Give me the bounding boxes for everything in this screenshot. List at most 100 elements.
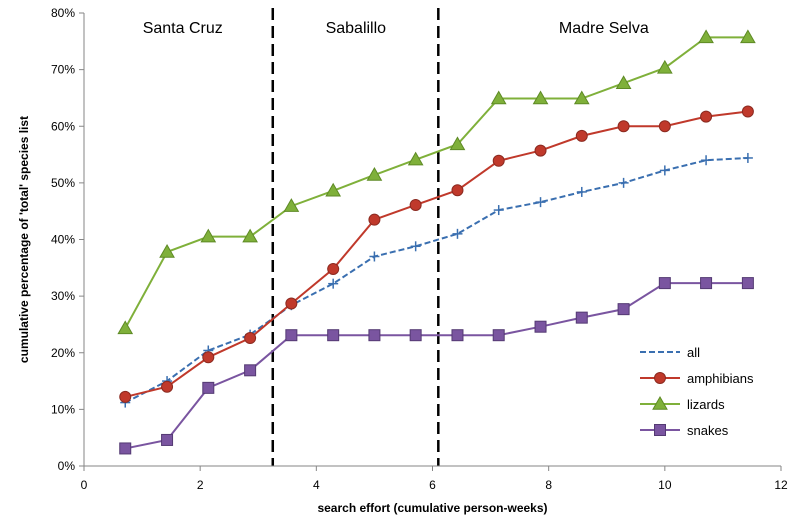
- y-tick-label: 80%: [51, 6, 75, 20]
- data-point-snakes: [575, 311, 588, 324]
- data-point-amphibians: [368, 213, 381, 226]
- series-lizards: [117, 29, 756, 335]
- data-point-snakes: [409, 329, 422, 342]
- x-tick-label: 0: [81, 478, 88, 492]
- region-label: Sabalillo: [326, 20, 387, 37]
- data-point-amphibians: [658, 120, 671, 133]
- data-point-lizards: [242, 228, 258, 243]
- x-tick-label: 2: [197, 478, 204, 492]
- x-tick-label: 12: [774, 478, 788, 492]
- data-point-lizards: [490, 90, 507, 105]
- y-tick-label: 10%: [51, 402, 75, 416]
- data-point-lizards: [200, 228, 217, 243]
- data-point-amphibians: [617, 120, 630, 133]
- data-point-amphibians: [244, 332, 257, 345]
- data-point-all: [701, 155, 712, 166]
- legend-item-snakes: snakes: [640, 423, 729, 438]
- data-point-lizards: [325, 182, 342, 197]
- data-point-all: [535, 197, 546, 208]
- x-tick-label: 8: [545, 478, 552, 492]
- legend-label-lizards: lizards: [687, 397, 725, 412]
- legend-marker-lizards: [652, 395, 668, 410]
- data-point-snakes: [244, 364, 257, 377]
- data-point-lizards: [615, 75, 632, 89]
- region-label: Santa Cruz: [143, 20, 223, 37]
- data-point-amphibians: [451, 184, 464, 197]
- y-tick-label: 70%: [51, 63, 75, 77]
- legend-item-lizards: lizards: [640, 395, 725, 412]
- data-point-amphibians: [575, 129, 588, 142]
- data-point-all: [742, 152, 753, 163]
- data-point-amphibians: [285, 297, 298, 310]
- data-point-amphibians: [534, 144, 547, 157]
- region-labels: Santa Cruz Sabalillo Madre Selva: [143, 20, 649, 37]
- series-snakes: [119, 277, 754, 455]
- data-point-amphibians: [492, 154, 505, 167]
- region-label: Madre Selva: [559, 20, 649, 37]
- series-line-all: [124, 156, 748, 404]
- y-tick-label: 20%: [51, 346, 75, 360]
- legend: all amphibians lizards snakes: [640, 345, 754, 438]
- data-point-all: [659, 165, 670, 176]
- data-point-snakes: [119, 442, 132, 455]
- data-point-lizards: [283, 198, 300, 212]
- y-axis-title: cumulative percentage of 'total' species…: [17, 116, 31, 363]
- data-point-amphibians: [161, 380, 174, 393]
- data-point-lizards: [117, 320, 134, 335]
- data-point-all: [410, 241, 421, 252]
- series-line-amphibians: [125, 110, 749, 398]
- x-tick-label: 10: [658, 478, 672, 492]
- y-tick-label: 30%: [51, 289, 75, 303]
- data-point-lizards: [698, 29, 714, 44]
- y-tick-label: 40%: [51, 233, 75, 247]
- data-point-amphibians: [119, 390, 132, 403]
- region-dividers: [271, 8, 440, 466]
- y-tick-label: 0%: [58, 459, 76, 473]
- legend-item-amphibians: amphibians: [640, 371, 754, 386]
- x-tick-label: 4: [313, 478, 320, 492]
- data-point-all: [369, 251, 380, 262]
- legend-item-all: all: [640, 345, 700, 360]
- data-point-snakes: [202, 381, 215, 394]
- legend-marker-snakes: [654, 424, 666, 436]
- data-point-snakes: [368, 329, 381, 342]
- data-point-lizards: [656, 59, 673, 74]
- data-point-snakes: [492, 329, 505, 342]
- data-point-all: [493, 205, 504, 216]
- legend-marker-amphibians: [654, 372, 666, 384]
- x-axis-title: search effort (cumulative person-weeks): [317, 501, 547, 515]
- data-point-lizards: [407, 151, 424, 166]
- legend-label-amphibians: amphibians: [687, 371, 754, 386]
- data-point-amphibians: [327, 262, 340, 275]
- data-point-lizards: [366, 166, 383, 181]
- series-line-lizards: [124, 36, 748, 329]
- data-point-lizards: [532, 90, 549, 105]
- data-point-snakes: [534, 320, 547, 333]
- data-point-amphibians: [700, 110, 713, 123]
- data-point-snakes: [451, 329, 464, 342]
- data-point-amphibians: [409, 198, 422, 211]
- y-tick-label: 60%: [51, 119, 75, 133]
- series-line-snakes: [125, 282, 748, 450]
- y-tick-label: 50%: [51, 176, 75, 190]
- legend-label-snakes: snakes: [687, 423, 729, 438]
- data-point-lizards: [573, 90, 590, 105]
- data-point-snakes: [285, 329, 298, 342]
- data-point-snakes: [617, 303, 630, 316]
- series-all: [120, 152, 753, 408]
- data-point-snakes: [327, 329, 340, 342]
- data-point-all: [618, 177, 629, 188]
- data-point-snakes: [658, 277, 671, 290]
- data-point-amphibians: [202, 351, 215, 364]
- legend-label-all: all: [687, 345, 700, 360]
- data-point-amphibians: [741, 105, 754, 118]
- data-point-all: [328, 278, 339, 289]
- data-point-snakes: [161, 433, 174, 446]
- series-lines: [117, 29, 756, 455]
- data-point-all: [576, 186, 587, 197]
- data-point-lizards: [740, 29, 756, 44]
- data-point-all: [452, 228, 463, 239]
- data-point-lizards: [159, 243, 175, 258]
